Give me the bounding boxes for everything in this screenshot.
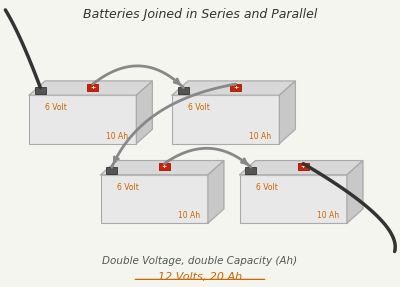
FancyBboxPatch shape: [240, 175, 347, 223]
Text: 10 Ah: 10 Ah: [317, 212, 339, 220]
Text: 6 Volt: 6 Volt: [256, 183, 278, 192]
Polygon shape: [347, 160, 363, 223]
Polygon shape: [172, 81, 295, 95]
Text: Double Voltage, double Capacity (Ah): Double Voltage, double Capacity (Ah): [102, 257, 298, 266]
FancyBboxPatch shape: [245, 167, 256, 174]
FancyBboxPatch shape: [178, 87, 189, 94]
Text: +: +: [301, 164, 306, 169]
Text: +: +: [90, 85, 95, 90]
FancyBboxPatch shape: [29, 95, 136, 144]
Polygon shape: [136, 81, 152, 144]
Polygon shape: [240, 160, 363, 175]
Polygon shape: [280, 81, 295, 144]
Text: 6 Volt: 6 Volt: [45, 104, 67, 113]
FancyBboxPatch shape: [35, 87, 46, 94]
Polygon shape: [208, 160, 224, 223]
Text: 10 Ah: 10 Ah: [249, 132, 272, 141]
Text: 12 Volts, 20 Ah: 12 Volts, 20 Ah: [158, 272, 242, 282]
Text: +: +: [162, 164, 167, 169]
Polygon shape: [29, 81, 152, 95]
FancyBboxPatch shape: [87, 84, 98, 91]
Text: 6 Volt: 6 Volt: [116, 183, 138, 192]
Text: 10 Ah: 10 Ah: [106, 132, 128, 141]
FancyBboxPatch shape: [101, 175, 208, 223]
Text: +: +: [233, 85, 238, 90]
FancyBboxPatch shape: [230, 84, 241, 91]
Text: 6 Volt: 6 Volt: [188, 104, 210, 113]
Text: Batteries Joined in Series and Parallel: Batteries Joined in Series and Parallel: [83, 9, 317, 22]
Polygon shape: [101, 160, 224, 175]
FancyBboxPatch shape: [159, 163, 170, 170]
FancyBboxPatch shape: [106, 167, 117, 174]
Text: 10 Ah: 10 Ah: [178, 212, 200, 220]
FancyBboxPatch shape: [172, 95, 280, 144]
FancyBboxPatch shape: [298, 163, 309, 170]
